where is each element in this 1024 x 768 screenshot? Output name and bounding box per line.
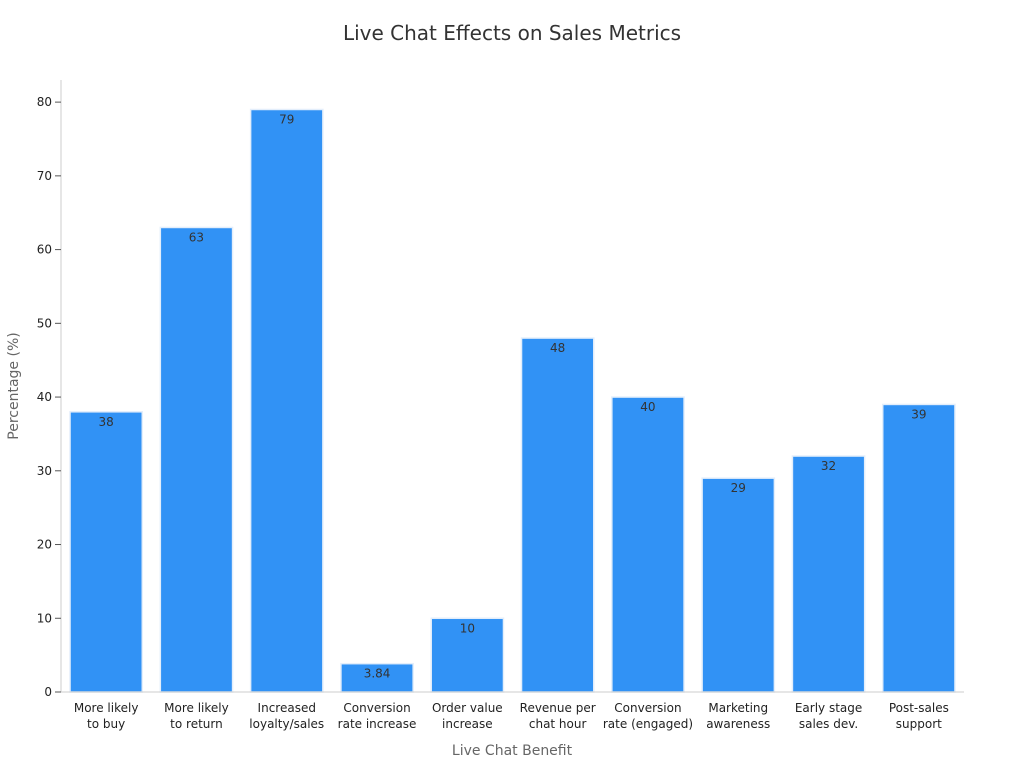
x-tick-label: Early stage <box>795 701 862 715</box>
x-tick-label: Order value <box>432 701 503 715</box>
y-tick-label: 30 <box>37 464 52 478</box>
y-tick-label: 40 <box>37 390 52 404</box>
bar <box>791 455 866 693</box>
bar <box>249 108 324 693</box>
axes-layer: More likely to buy More likely to return Inc… <box>37 80 964 731</box>
x-tick-label: Revenue per <box>520 701 596 715</box>
bars-layer: 38 63 79 3.84 10 48 40 29 32 39 <box>69 108 956 693</box>
y-tick-label: 50 <box>37 316 52 330</box>
data-label: 40 <box>640 400 655 414</box>
x-tick-label: increase <box>442 717 493 731</box>
x-axis-title: Live Chat Benefit <box>452 743 573 759</box>
bar <box>159 226 234 693</box>
y-tick-label: 0 <box>44 685 52 699</box>
x-tick-label: awareness <box>706 717 770 731</box>
data-label: 39 <box>911 407 926 421</box>
x-tick-label: Marketing <box>708 701 768 715</box>
x-tick-label: to buy <box>87 717 125 731</box>
y-tick-label: 60 <box>37 243 52 257</box>
data-label: 32 <box>821 459 836 473</box>
data-label: 3.84 <box>364 667 391 681</box>
x-tick-label: rate increase <box>338 717 417 731</box>
x-tick-label: More likely <box>164 701 229 715</box>
x-tick-label: rate (engaged) <box>603 717 693 731</box>
x-tick-label: Conversion <box>614 701 681 715</box>
y-tick-label: 70 <box>37 169 52 183</box>
x-tick-label: chat hour <box>529 717 587 731</box>
bar <box>69 411 144 693</box>
data-label: 38 <box>99 415 114 429</box>
x-tick-label: support <box>896 717 942 731</box>
data-label: 79 <box>279 112 294 126</box>
bar <box>430 617 505 693</box>
bar <box>881 403 956 693</box>
x-tick-label: sales dev. <box>799 717 858 731</box>
y-tick-label: 10 <box>37 611 52 625</box>
bar <box>611 396 685 693</box>
y-tick-label: 20 <box>37 538 52 552</box>
x-tick-label: Increased <box>258 701 316 715</box>
x-tick-label: Post-sales <box>889 701 949 715</box>
x-tick-label: Conversion <box>343 701 410 715</box>
y-axis-title: Percentage (%) <box>6 332 22 439</box>
x-tick-label: to return <box>170 717 223 731</box>
data-label: 63 <box>189 230 204 244</box>
data-label: 48 <box>550 341 565 355</box>
y-tick-label: 80 <box>37 95 52 109</box>
chart-title: Live Chat Effects on Sales Metrics <box>343 21 681 45</box>
data-label: 29 <box>731 481 746 495</box>
x-tick-label: loyalty/sales <box>249 717 324 731</box>
bar <box>340 662 414 693</box>
data-label: 10 <box>460 621 475 635</box>
bar <box>520 337 595 693</box>
bar <box>701 477 776 693</box>
x-tick-label: More likely <box>74 701 139 715</box>
